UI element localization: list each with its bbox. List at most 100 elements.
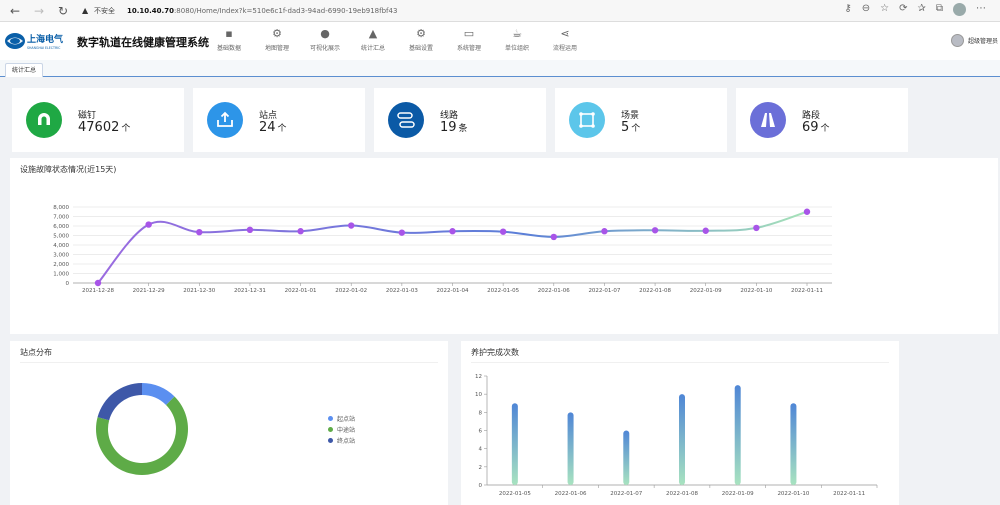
bar[interactable] (734, 385, 741, 485)
data-point[interactable] (499, 228, 507, 235)
upload-box-icon (207, 102, 243, 138)
profile-icon[interactable] (953, 3, 966, 16)
bar[interactable] (623, 430, 630, 486)
x-tick-label: 2022-01-06 (555, 491, 587, 497)
nav-item-6[interactable]: ☕ 单位组织 (493, 26, 541, 56)
nav-label: 地图管理 (264, 45, 289, 52)
nav-item-5[interactable]: ▭ 系统管理 (445, 26, 493, 56)
data-point[interactable] (651, 227, 659, 234)
address-bar[interactable]: ▲ 不安全 10.10.40.70:8080/Home/Index?k=510e… (82, 6, 397, 16)
x-tick-label: 2022-01-05 (487, 288, 519, 294)
data-point[interactable] (803, 208, 811, 215)
data-point[interactable] (196, 228, 203, 236)
browser-toolbar: ← → ↻ ▲ 不安全 10.10.40.70:8080/Home/Index?… (0, 0, 1000, 22)
legend-label: 中途站 (337, 427, 356, 434)
data-point[interactable] (348, 222, 355, 229)
stat-card-road: 路段 69 个 (736, 88, 908, 152)
stat-label: 线路 (440, 111, 459, 121)
x-tick-label: 2022-01-02 (335, 288, 367, 294)
bar[interactable] (567, 412, 574, 485)
key-icon[interactable]: ⚷ (844, 3, 852, 14)
x-tick-label: 2022-01-08 (639, 288, 671, 294)
browser-actions: ⚷ ⊖ ☆ ⟳ ✰ ⧉ ⋯ (844, 3, 986, 16)
x-tick-label: 2022-01-11 (833, 491, 865, 497)
legend-item[interactable]: 终点站 (328, 435, 355, 446)
y-tick-label: 4,000 (53, 243, 69, 249)
data-point[interactable] (601, 228, 608, 235)
nav-item-7[interactable]: ⋖ 流程运用 (541, 26, 589, 56)
zoom-icon[interactable]: ⊖ (861, 3, 871, 14)
pie-slice[interactable] (97, 383, 142, 421)
x-tick-label: 2022-01-10 (740, 288, 772, 294)
nav-label: 系统管理 (456, 45, 481, 52)
y-tick-label: 0 (479, 483, 483, 489)
stat-value: 19 条 (440, 120, 468, 135)
data-point[interactable] (550, 233, 557, 241)
globe-icon: ● (320, 27, 330, 40)
user-name[interactable]: 超级管理员 (967, 38, 998, 45)
area-chart-icon: ▲ (368, 27, 378, 40)
pie-slice[interactable] (142, 383, 175, 405)
x-tick-label: 2022-01-07 (588, 288, 620, 294)
data-point[interactable] (246, 226, 254, 233)
forward-icon[interactable]: → (33, 3, 45, 18)
insecure-label: 不安全 (94, 6, 115, 15)
data-point[interactable] (297, 228, 304, 235)
more-icon[interactable]: ⋯ (976, 3, 986, 14)
data-point[interactable] (702, 227, 709, 234)
nav-label: 基础数据 (216, 45, 241, 52)
user-menu[interactable]: 超级管理员 (950, 34, 998, 47)
data-point[interactable] (94, 279, 102, 287)
legend-label: 起点站 (337, 416, 356, 423)
series-line (97, 210, 808, 284)
x-tick-label: 2022-01-10 (777, 491, 809, 497)
route-icon (388, 102, 424, 138)
stat-label: 路段 (802, 111, 821, 121)
legend-swatch (328, 416, 333, 421)
app-title: 数字轨道在线健康管理系统 (77, 36, 209, 49)
bar[interactable] (511, 403, 518, 485)
data-point[interactable] (753, 224, 760, 232)
nav-item-2[interactable]: ● 可视化展示 (301, 26, 349, 56)
donut-legend: 起点站中途站 终点站 (328, 413, 355, 446)
y-tick-label: 1,000 (53, 272, 69, 278)
archive-icon: ▪ (225, 27, 233, 40)
stat-label: 站点 (259, 111, 278, 121)
logo-text: 上海电气 (27, 33, 63, 45)
bar[interactable] (679, 394, 685, 485)
favorite-add-icon[interactable]: ☆ (880, 3, 890, 14)
divider (471, 362, 889, 363)
x-tick-label: 2021-12-30 (183, 288, 215, 294)
y-tick-label: 12 (475, 374, 482, 380)
user-avatar-icon[interactable] (950, 34, 964, 47)
tab-statistics[interactable]: 统计汇总 (5, 63, 44, 77)
data-point[interactable] (145, 221, 152, 228)
back-icon[interactable]: ← (9, 3, 21, 18)
y-tick-label: 4 (479, 447, 483, 453)
legend-item[interactable]: 中途站 (328, 424, 355, 435)
nav-item-1[interactable]: ⚙ 地图管理 (253, 26, 301, 56)
x-tick-label: 2021-12-31 (234, 288, 266, 294)
nav-item-3[interactable]: ▲ 统计汇总 (349, 26, 397, 56)
collections-icon[interactable]: ⧉ (935, 3, 943, 14)
legend-item[interactable]: 起点站 (328, 413, 355, 424)
y-tick-label: 6,000 (53, 224, 69, 230)
data-point[interactable] (449, 228, 456, 235)
y-tick-label: 10 (475, 392, 482, 398)
warning-icon: ▲ (82, 6, 89, 15)
bar[interactable] (790, 403, 797, 485)
sync-icon[interactable]: ⟳ (899, 3, 908, 14)
url-host: 10.10.40.70 (127, 6, 174, 15)
y-tick-label: 3,000 (53, 253, 69, 259)
maintenance-bar-chart: 0 2 4 6 8 10 12 2022-01-05 2022-01-06 2022-01-07 2… (475, 374, 878, 497)
favorites-icon[interactable]: ✰ (917, 3, 926, 14)
pie-slice[interactable] (96, 396, 188, 475)
y-tick-label: 0 (66, 281, 70, 287)
x-tick-label: 2022-01-09 (690, 288, 722, 294)
data-point[interactable] (398, 229, 406, 236)
nav-item-0[interactable]: ▪ 基础数据 (205, 26, 253, 56)
nav-item-4[interactable]: ⚙ 基础设置 (397, 26, 445, 56)
x-tick-label: 2022-01-04 (437, 288, 469, 294)
reload-icon[interactable]: ↻ (57, 3, 69, 18)
